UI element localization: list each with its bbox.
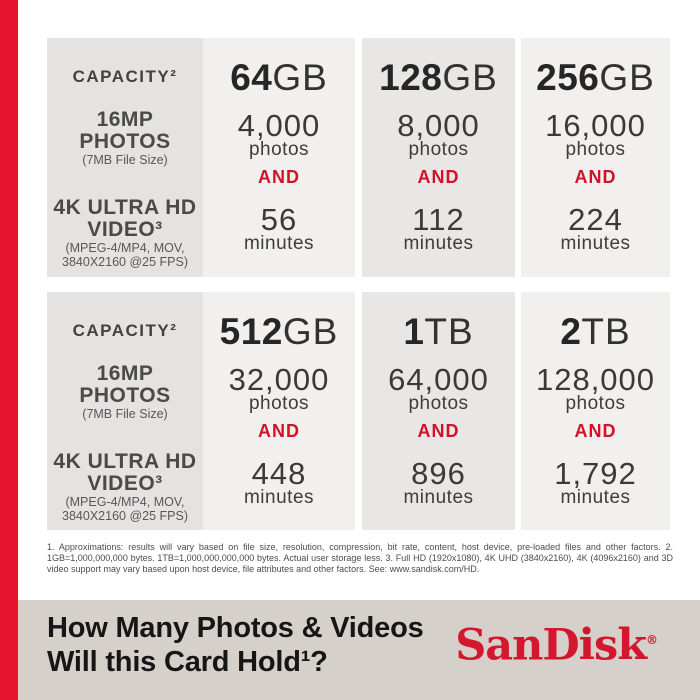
photos-row-label: 16MP PHOTOS (7MB File Size) <box>79 362 171 421</box>
capacity-column-2tb: 2TB 128,000 photos AND 1,792 minutes <box>521 292 670 530</box>
size-number: 128 <box>379 57 443 98</box>
size-unit: GB <box>272 57 328 98</box>
column-gap <box>355 292 362 530</box>
capacity-column-128gb: 128GB 8,000 photos AND 112 minutes <box>362 38 515 277</box>
column-gap <box>515 38 521 277</box>
size-heading: 2TB <box>521 313 670 351</box>
and-separator: AND <box>574 421 617 441</box>
photos-label: photos <box>248 393 310 414</box>
capacity-panel-bottom: CAPACITY² 16MP PHOTOS (7MB File Size) 4K… <box>47 292 670 530</box>
minutes-label: minutes <box>243 233 315 254</box>
photos-count: 16,000 <box>545 108 646 143</box>
registered-trademark-symbol: ® <box>646 633 658 647</box>
capacity-column-64gb: 64GB 4,000 photos AND 56 minutes <box>203 38 355 277</box>
size-number: 1 <box>403 311 425 352</box>
photos-label: photos <box>408 139 469 160</box>
photos-row-label: 16MP PHOTOS (7MB File Size) <box>79 108 171 167</box>
photos-label: photos <box>248 139 310 160</box>
column-gap <box>515 292 521 530</box>
minutes-label: minutes <box>403 487 474 508</box>
sandisk-wordmark: SanDisk <box>455 620 647 671</box>
minutes-count: 56 <box>260 202 298 237</box>
and-separator: AND <box>417 421 460 441</box>
photos-count: 8,000 <box>397 108 480 143</box>
size-number: 512 <box>219 311 283 352</box>
minutes-count: 112 <box>412 202 465 237</box>
and-separator: AND <box>574 167 617 187</box>
capacity-column-512gb: 512GB 32,000 photos AND 448 minutes <box>203 292 355 530</box>
minutes-count: 1,792 <box>554 456 637 491</box>
size-unit: GB <box>282 311 339 352</box>
photos-label: photos <box>565 139 626 160</box>
minutes-count: 448 <box>251 456 307 491</box>
photos-count: 4,000 <box>237 108 321 143</box>
left-red-stripe <box>0 0 18 700</box>
minutes-label: minutes <box>403 233 474 254</box>
size-number: 2 <box>560 311 582 352</box>
minutes-label: minutes <box>243 487 315 508</box>
row-labels-column: CAPACITY² 16MP PHOTOS (7MB File Size) 4K… <box>47 38 203 277</box>
and-separator: AND <box>258 421 300 441</box>
column-gap <box>355 38 362 277</box>
photos-count: 32,000 <box>228 362 330 397</box>
minutes-label: minutes <box>560 233 631 254</box>
and-separator: AND <box>417 167 460 187</box>
capacity-column-256gb: 256GB 16,000 photos AND 224 minutes <box>521 38 670 277</box>
size-unit: GB <box>442 57 498 98</box>
capacity-row-label: CAPACITY² <box>72 67 178 86</box>
size-number: 256 <box>536 57 600 98</box>
page-title-line2: Will this Card Hold¹? <box>47 646 328 678</box>
size-heading: 256GB <box>521 59 670 97</box>
photos-count: 64,000 <box>388 362 489 397</box>
minutes-count: 224 <box>568 202 623 237</box>
size-heading: 512GB <box>203 313 355 351</box>
page-title: How Many Photos & Videos Will this Card … <box>47 611 424 679</box>
minutes-count: 896 <box>411 456 466 491</box>
video-row-label: 4K ULTRA HD VIDEO³ (MPEG-4/MP4, MOV, 384… <box>53 450 197 523</box>
capacity-row-label: CAPACITY² <box>72 321 178 340</box>
page-title-line1: How Many Photos & Videos <box>47 612 424 644</box>
size-unit: GB <box>599 57 655 98</box>
size-unit: TB <box>424 311 474 352</box>
photos-label: photos <box>408 393 469 414</box>
size-number: 64 <box>230 57 273 98</box>
size-unit: TB <box>581 311 631 352</box>
video-row-label: 4K ULTRA HD VIDEO³ (MPEG-4/MP4, MOV, 384… <box>53 196 197 269</box>
footer-bar: How Many Photos & Videos Will this Card … <box>0 600 700 700</box>
size-heading: 128GB <box>362 59 515 97</box>
sandisk-logo: SanDisk® <box>455 618 658 667</box>
fine-print-disclaimer: 1. Approximations: results will vary bas… <box>47 542 673 574</box>
capacity-column-1tb: 1TB 64,000 photos AND 896 minutes <box>362 292 515 530</box>
photos-label: photos <box>565 393 626 414</box>
row-labels-column: CAPACITY² 16MP PHOTOS (7MB File Size) 4K… <box>47 292 203 530</box>
capacity-panel-top: CAPACITY² 16MP PHOTOS (7MB File Size) 4K… <box>47 38 670 277</box>
size-heading: 1TB <box>362 313 515 351</box>
photos-count: 128,000 <box>535 362 656 397</box>
minutes-label: minutes <box>560 487 631 508</box>
and-separator: AND <box>258 167 300 187</box>
size-heading: 64GB <box>203 59 355 97</box>
